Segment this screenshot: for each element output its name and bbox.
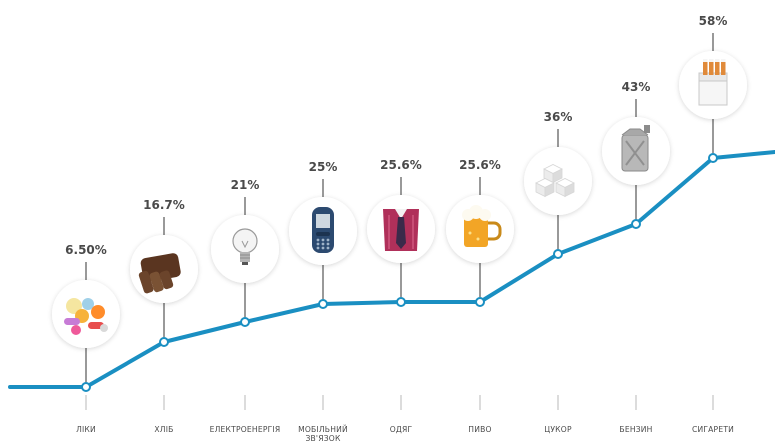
value-labels: 6.50% 16.7% 21% 25% 25.6% 25.6% 36% 43% 58% — [65, 14, 727, 257]
category-label: ОДЯГ — [390, 425, 413, 434]
data-point — [159, 337, 169, 347]
value-label: 21% — [231, 178, 260, 192]
data-markers — [81, 153, 718, 392]
value-label: 16.7% — [143, 198, 185, 212]
value-label: 6.50% — [65, 243, 107, 257]
series-line — [8, 150, 775, 389]
data-point — [81, 382, 91, 392]
value-label: 25.6% — [459, 158, 501, 172]
category-label: ХЛІБ — [154, 425, 173, 434]
category-label: БЕНЗИН — [619, 425, 652, 434]
category-label: МОБІЛЬНИЙ ЗВ'ЯЗОК — [298, 425, 348, 442]
value-label: 43% — [622, 80, 651, 94]
category-label: ЕЛЕКТРОЕНЕРГІЯ — [210, 425, 281, 434]
shirt-icon — [367, 195, 435, 263]
data-point — [396, 297, 406, 307]
data-point — [631, 219, 641, 229]
category-label: СИГАРЕТИ — [692, 425, 734, 434]
category-labels: ЛІКИ ХЛІБ ЕЛЕКТРОЕНЕРГІЯ МОБІЛЬНИЙ ЗВ'ЯЗОК ОД… — [76, 425, 734, 442]
value-label: 36% — [544, 110, 573, 124]
data-point — [553, 249, 563, 259]
value-label: 25.6% — [380, 158, 422, 172]
lightbulb-icon — [211, 215, 279, 283]
pills-icon — [52, 280, 120, 348]
bread-icon — [130, 235, 198, 303]
data-point — [475, 297, 485, 307]
category-label: ЦУКОР — [544, 425, 572, 434]
category-icons — [52, 51, 747, 348]
mobile-phone-icon — [289, 197, 357, 265]
beer-mug-icon — [446, 195, 514, 263]
category-label: ЛІКИ — [76, 425, 96, 434]
data-point — [240, 317, 250, 327]
cigarette-pack-icon — [679, 51, 747, 119]
value-label: 58% — [699, 14, 728, 28]
data-point — [318, 299, 328, 309]
category-label: ПИВО — [468, 425, 491, 434]
sugar-cubes-icon — [524, 147, 592, 215]
value-label: 25% — [309, 160, 338, 174]
fuel-canister-icon — [602, 117, 670, 185]
data-point — [708, 153, 718, 163]
x-axis-ticks — [85, 395, 714, 410]
